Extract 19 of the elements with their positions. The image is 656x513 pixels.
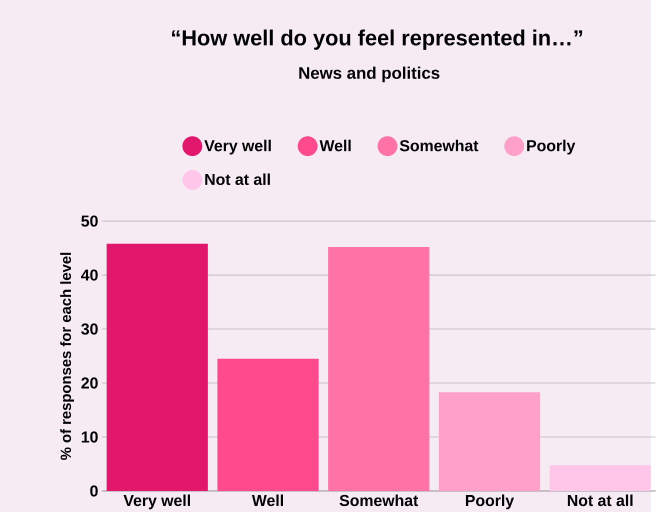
chart-subtitle: News and politics — [299, 66, 440, 82]
x-tick-label: Poorly — [466, 494, 514, 510]
y-tick-label: 40 — [81, 270, 98, 281]
y-axis-title: % of responses for each level — [60, 253, 74, 460]
y-tick-label: 20 — [81, 378, 98, 389]
legend-label: Well — [320, 140, 351, 152]
legend-label: Not at all — [205, 174, 270, 186]
legend-label: Somewhat — [400, 140, 478, 152]
legend-label: Poorly — [527, 140, 576, 155]
chart-title: “How well do you feel represented in…” — [172, 30, 582, 50]
y-tick-label: 10 — [82, 432, 98, 443]
y-tick-label: 50 — [81, 216, 98, 227]
x-tick-label: Well — [252, 494, 283, 506]
legend-label: Very well — [204, 140, 271, 155]
x-tick-label: Not at all — [568, 494, 632, 506]
x-tick-label: Very well — [124, 494, 190, 510]
y-tick-label: 0 — [90, 486, 98, 497]
y-tick-label: 30 — [81, 324, 98, 335]
x-tick-label: Somewhat — [340, 494, 418, 506]
